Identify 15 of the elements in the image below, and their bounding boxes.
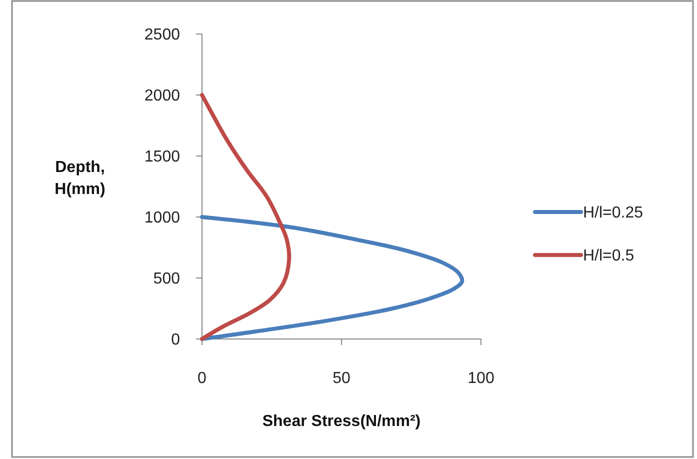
y-tick-label: 2000 xyxy=(144,88,180,105)
y-tick-label: 2500 xyxy=(144,26,180,44)
x-tick-label: 0 xyxy=(198,370,207,387)
legend-label: H/l=0.5 xyxy=(583,248,634,265)
y-axis-title: Depth, H(mm) xyxy=(54,159,106,198)
legend-label: H/l=0.25 xyxy=(583,204,644,222)
line-series xyxy=(200,215,464,341)
x-tick-label: 50 xyxy=(332,370,350,387)
x-axis-title: Shear Stress(N/mm²) xyxy=(262,413,421,430)
y-tick-label: 500 xyxy=(153,270,180,288)
line-series xyxy=(200,93,292,341)
y-tick-label: 1500 xyxy=(144,148,180,166)
y-tick-label: 0 xyxy=(171,332,180,349)
x-tick-label: 100 xyxy=(468,370,494,387)
y-tick-label: 1000 xyxy=(144,210,180,227)
